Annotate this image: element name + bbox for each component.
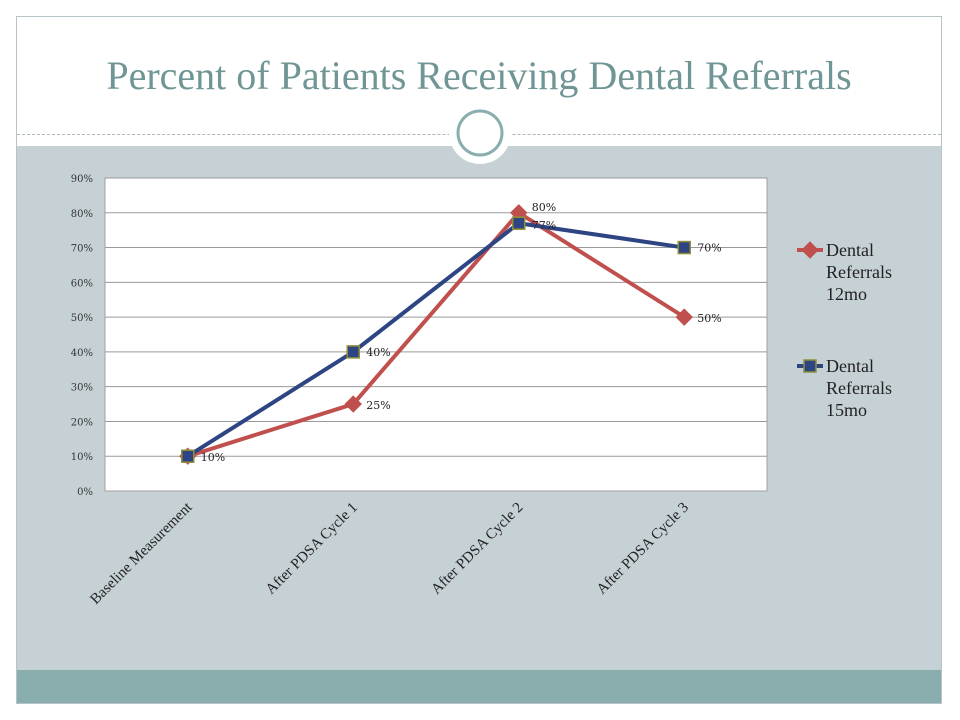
y-tick-label: 20% — [71, 417, 93, 428]
data-label: 50% — [697, 312, 721, 325]
y-tick-label: 70% — [71, 244, 93, 255]
data-label: 70% — [697, 242, 721, 255]
data-label: 80% — [532, 201, 556, 214]
y-tick-label: 10% — [71, 452, 93, 463]
data-point-marker — [344, 395, 362, 413]
y-tick-label: 50% — [71, 313, 93, 324]
data-label: 40% — [366, 346, 390, 359]
y-tick-label: 0% — [77, 487, 93, 498]
series-line-2 — [186, 221, 685, 458]
data-point-marker — [677, 240, 691, 255]
x-tick-label: After PDSA Cycle 3 — [594, 500, 692, 598]
legend-label: Dental Referrals 15mo — [826, 356, 892, 420]
legend-marker — [803, 359, 817, 373]
data-label: 10% — [201, 451, 225, 464]
legend-label: Dental Referrals 12mo — [826, 240, 892, 304]
legend: Dental Referrals 12mo Dental Referrals 15mo — [797, 240, 892, 420]
y-axis-ticks: 0% 10% 20% 30% 40% 50% 60% 70% 80% 90% — [71, 174, 93, 498]
data-label: 77% — [532, 219, 556, 232]
x-tick-label: After PDSA Cycle 2 — [428, 500, 526, 598]
legend-marker — [801, 241, 819, 259]
footer-band — [17, 670, 941, 703]
x-tick-label: After PDSA Cycle 1 — [263, 500, 361, 598]
data-point-marker — [675, 308, 693, 326]
data-point-marker — [346, 345, 360, 359]
x-tick-label: Baseline Measurement — [87, 499, 196, 608]
series-line-1 — [187, 210, 686, 459]
data-label: 25% — [366, 399, 390, 412]
y-tick-label: 60% — [71, 278, 93, 289]
x-axis-ticks: Baseline Measurement After PDSA Cycle 1 Af… — [87, 499, 692, 608]
gridlines — [105, 177, 767, 457]
data-labels: 25% 80% 50% 10% 40% 77% 70% — [201, 201, 722, 464]
y-tick-label: 90% — [71, 174, 93, 185]
y-tick-label: 80% — [71, 209, 93, 220]
data-point-marker — [512, 216, 526, 230]
title-circle-ornament — [449, 102, 511, 164]
series-group — [179, 204, 693, 465]
y-tick-label: 30% — [71, 383, 93, 394]
slide-title: Percent of Patients Receiving Dental Ref… — [106, 53, 852, 98]
y-tick-label: 40% — [71, 348, 93, 359]
data-point-marker — [181, 449, 195, 463]
